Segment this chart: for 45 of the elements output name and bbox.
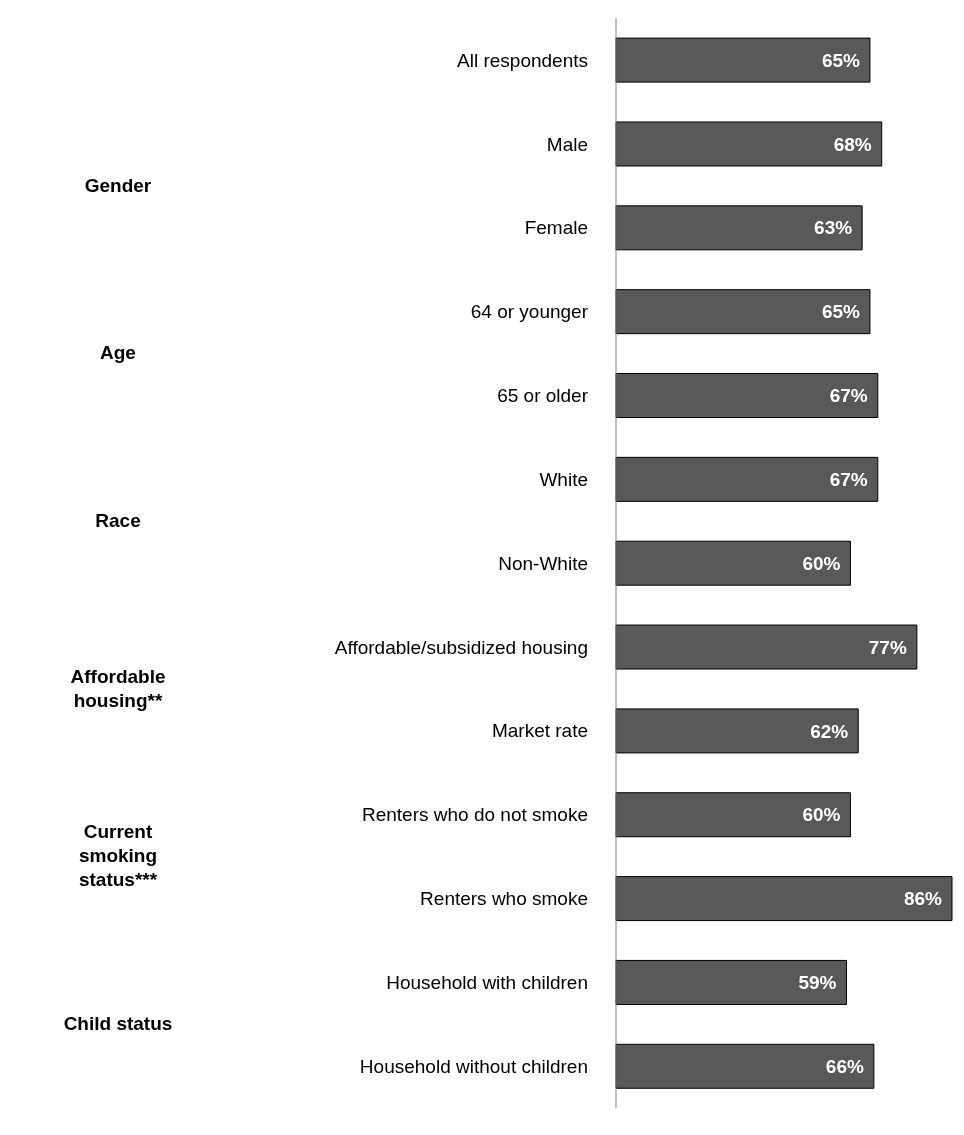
text: Age (99, 341, 137, 366)
y-tick-label: Market rate (491, 720, 588, 742)
bar (615, 1043, 875, 1089)
y-tick-label: Household with children (386, 971, 588, 993)
bar (615, 959, 848, 1005)
text: Gender (83, 173, 153, 198)
data-label: 86% (903, 888, 943, 910)
bar (615, 708, 859, 754)
text: Child status (62, 1012, 174, 1037)
data-label: 63% (814, 217, 853, 239)
data-label: 77% (868, 636, 907, 658)
text: Current smoking status*** (77, 820, 159, 893)
bar (615, 289, 871, 335)
data-label: 59% (798, 972, 837, 994)
bar (615, 37, 871, 83)
y-tick-label: All respondents (457, 49, 588, 71)
y-tick-label: Male (546, 133, 588, 155)
y-tick-label: Female (524, 217, 588, 239)
text: Affordable housing** (69, 664, 167, 713)
data-label: 65% (821, 49, 861, 71)
y-tick-label: 65 or older (497, 385, 589, 407)
bar (615, 456, 879, 502)
data-label: 62% (810, 720, 849, 742)
bar (615, 121, 883, 167)
y-tick-label: Non-White (498, 552, 588, 574)
data-label: 67% (829, 469, 868, 490)
y-tick-label: Household without children (359, 1055, 588, 1077)
y-tick-label: Renters who do not smoke (361, 804, 588, 826)
data-label: 65% (821, 301, 861, 323)
y-tick-label: 64 or younger (470, 301, 589, 323)
bar (615, 876, 953, 922)
text: Race (94, 509, 142, 534)
bar (615, 205, 863, 251)
bar (615, 373, 879, 419)
data-label: 68% (833, 133, 872, 155)
bar (615, 792, 851, 838)
data-label: 60% (802, 804, 841, 826)
bar (615, 540, 851, 586)
data-label: 67% (829, 385, 868, 407)
bar (615, 624, 918, 670)
data-label: 60% (802, 552, 841, 574)
y-tick-label: Renters who smoke (420, 888, 588, 910)
data-label: 66% (825, 1055, 864, 1077)
y-tick-label: Affordable/subsidized housing (334, 636, 588, 658)
y-tick-label: White (539, 468, 588, 490)
